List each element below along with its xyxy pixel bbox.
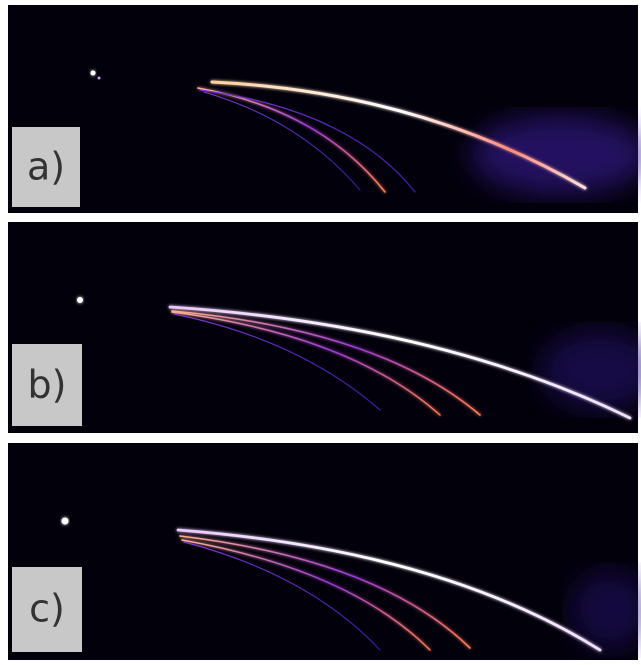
streak [181, 539, 431, 651]
source-dot [90, 70, 96, 76]
streak [171, 311, 441, 416]
panel-a: a) [8, 5, 641, 213]
source-dot [61, 517, 69, 525]
streak [210, 80, 587, 190]
streak [171, 310, 481, 416]
streak [203, 91, 361, 191]
source-dot [77, 297, 83, 303]
streak [168, 305, 632, 420]
haze [470, 115, 641, 195]
panel-background [8, 443, 638, 660]
label-box [12, 344, 82, 426]
streak [176, 528, 602, 652]
label-box [12, 127, 80, 207]
panel-background [8, 222, 638, 433]
panel-label: c) [29, 587, 65, 631]
panel-label: b) [28, 363, 67, 407]
source-dot [97, 76, 101, 80]
streak [173, 313, 381, 411]
streak [183, 541, 381, 651]
haze [570, 570, 641, 650]
panel-c: c) [8, 443, 641, 660]
panel-label: a) [27, 145, 65, 189]
streak [199, 89, 416, 193]
panel-b: b) [8, 222, 641, 433]
label-box [12, 567, 82, 652]
streak [179, 535, 471, 649]
